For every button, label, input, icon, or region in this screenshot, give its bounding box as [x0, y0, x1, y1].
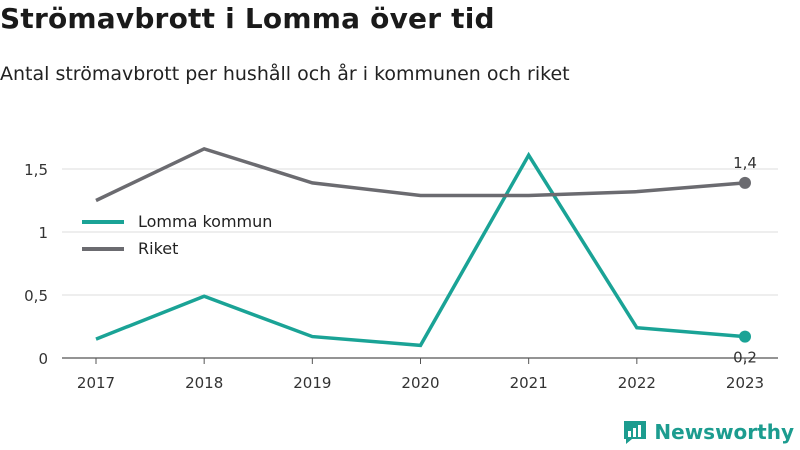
x-tick-label: 2023 — [726, 374, 764, 392]
y-tick-label: 0 — [38, 350, 48, 368]
chart-title: Strömavbrott i Lomma över tid — [0, 2, 495, 35]
x-tick-label: 2018 — [185, 374, 223, 392]
brand-name: Newsworthy — [654, 420, 794, 444]
y-tick-label: 1 — [38, 224, 48, 242]
legend-label: Riket — [138, 239, 178, 258]
y-tick-label: 0,5 — [24, 287, 48, 305]
end-point-riket — [739, 176, 751, 189]
x-tick-label: 2022 — [618, 374, 656, 392]
x-tick-label: 2020 — [401, 374, 439, 392]
x-tick-label: 2017 — [77, 374, 115, 392]
y-tick-label: 1,5 — [24, 161, 48, 179]
x-tick-label: 2019 — [293, 374, 331, 392]
legend-label: Lomma kommun — [138, 212, 272, 231]
newsworthy-logo-icon — [624, 421, 647, 444]
series-line-riket — [95, 146, 746, 203]
end-point-lomma — [739, 330, 751, 343]
series-line-lomma — [95, 151, 746, 348]
chart-subtitle: Antal strömavbrott per hushåll och år i … — [0, 63, 570, 85]
x-tick-label: 2021 — [510, 374, 548, 392]
end-label-lomma: 0,2 — [733, 349, 757, 367]
brand-logo: Newsworthy — [622, 419, 794, 445]
end-label-riket: 1,4 — [733, 154, 757, 172]
